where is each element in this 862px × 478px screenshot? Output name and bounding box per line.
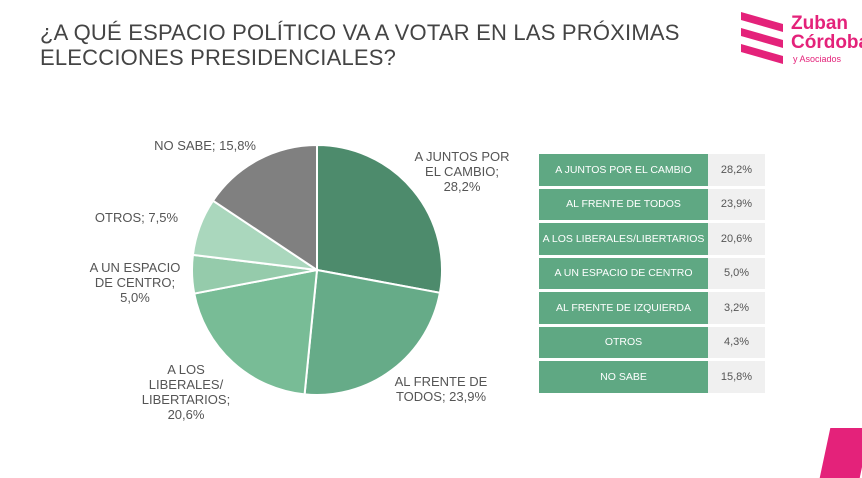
table-row-value: 15,8% [708,361,765,393]
pie-labels: A JUNTOS POR EL CAMBIO; 28,2% AL FRENTE DE T… [90,138,510,422]
table-row-label: AL FRENTE DE IZQUIERDA [539,292,708,324]
table-row: NO SABE 15,8% [539,361,765,393]
table-row-label: NO SABE [539,361,708,393]
table-row: A JUNTOS POR EL CAMBIO 28,2% [539,154,765,186]
table-row: A UN ESPACIO DE CENTRO 5,0% [539,257,765,289]
table-row-label: A UN ESPACIO DE CENTRO [539,257,708,289]
logo-stripes-icon [741,12,783,64]
pie-slice [193,268,319,396]
table-row-value: 28,2% [708,154,765,186]
corner-accent [819,428,862,478]
pie-slice-label: A JUNTOS POR EL CAMBIO; 28,2% [414,149,509,194]
table-row-label: OTROS [539,326,708,358]
table-row-value: 23,9% [708,188,765,220]
table-row: AL FRENTE DE IZQUIERDA 3,2% [539,292,765,324]
logo-line-2: Córdoba [791,32,862,53]
table-row-label: A JUNTOS POR EL CAMBIO [539,154,708,186]
results-table: A JUNTOS POR EL CAMBIO 28,2% AL FRENTE DE … [539,154,765,396]
pie-slice-label: A LOS LIBERALES/LIBERTARIOS; 20,6% [142,362,230,422]
table-row-value: 5,0% [708,257,765,289]
logo-line-3: y Asociados [793,54,842,64]
pie-slice [316,143,443,294]
table-row-label: A LOS LIBERALES/LIBERTARIOS [539,223,708,255]
logo-line-1: Zuban [791,13,848,34]
table-row-value: 20,6% [708,223,765,255]
pie-slice [303,268,442,396]
table-row: AL FRENTE DE TODOS 23,9% [539,188,765,220]
zuban-cordoba-logo: Zuban Córdoba y Asociados [735,10,862,70]
pie-slice-label: AL FRENTE DE TODOS; 23,9% [395,374,488,404]
pie-slice-label: NO SABE; 15,8% [154,138,256,153]
table-row-value: 4,3% [708,326,765,358]
pie-slice [211,143,318,272]
table-row-value: 3,2% [708,292,765,324]
pie-chart: A JUNTOS POR EL CAMBIO; 28,2% AL FRENTE DE T… [90,138,510,422]
pie-slice-label: OTROS; 7,5% [95,210,179,225]
table-row: A LOS LIBERALES/LIBERTARIOS 20,6% [539,223,765,255]
table-row: OTROS 4,3% [539,326,765,358]
pie-slice-label: A UN ESPACIO DE CENTRO; 5,0% [90,260,181,305]
page-title: ¿A QUÉ ESPACIO POLÍTICO VA A VOTAR EN LA… [40,20,680,70]
pie-slices [190,143,443,396]
table-row-label: AL FRENTE DE TODOS [539,188,708,220]
